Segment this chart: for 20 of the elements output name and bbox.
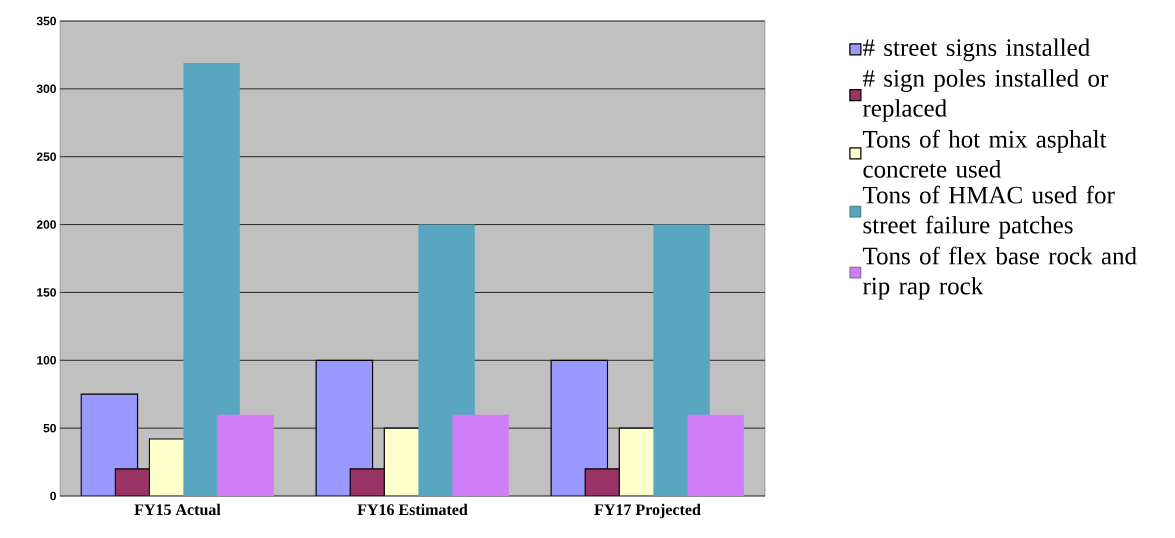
- y-tick-label: 250: [36, 152, 56, 161]
- bar: [687, 414, 744, 496]
- x-tick-label: FY15 Actual: [134, 503, 221, 516]
- y-tick-label: 100: [37, 356, 56, 365]
- y-tick-label: 150: [37, 288, 56, 297]
- y-tick-label: 50: [43, 423, 56, 433]
- y-tick-label: 0: [50, 491, 56, 501]
- legend-label: Tons of HMAC used for street failure patches: [862, 185, 1115, 239]
- bar: [217, 414, 274, 496]
- bar: [452, 414, 509, 496]
- legend-label: Tons of hot mix asphalt concrete used: [862, 129, 1107, 178]
- legend-label: # sign poles installed or replaced: [862, 69, 1109, 122]
- bar: [183, 63, 240, 496]
- legend-label: # street signs installed: [862, 38, 1090, 62]
- y-tick-label: 300: [36, 84, 56, 94]
- x-tick-label: FY16 Estimated: [357, 503, 468, 516]
- y-tick-label: 350: [36, 16, 56, 26]
- x-tick-label: FY17 Projected: [594, 503, 701, 519]
- y-tick-label: 200: [36, 220, 56, 229]
- legend-label: Tons of flex base rock and rip rap rock: [862, 246, 1137, 300]
